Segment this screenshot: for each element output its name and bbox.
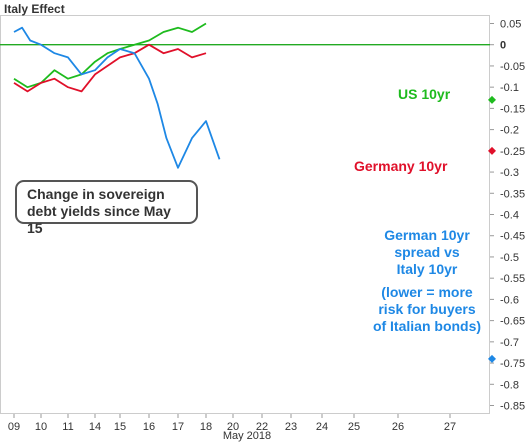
chart-title: Italy Effect <box>4 2 65 16</box>
y-tick-label: -0.6 <box>500 294 519 306</box>
x-tick-label: 16 <box>143 421 155 433</box>
y-tick-label: -0.3 <box>500 167 519 179</box>
y-tick-label: 0.05 <box>500 18 521 30</box>
label-spread-line-3: Italy 10yr <box>396 261 458 277</box>
x-tick-label: 18 <box>200 421 212 433</box>
y-tick-label: -0.7 <box>500 337 519 349</box>
x-tick-label: 22 <box>256 421 268 433</box>
x-tick-label: 26 <box>392 421 404 433</box>
x-tick-label: 20 <box>227 421 239 433</box>
callout-line-2: debt yields since May 15 <box>27 203 171 236</box>
label-spread-line-1: German 10yr <box>384 227 470 243</box>
x-tick-label: 14 <box>89 421 101 433</box>
x-tick-label: 23 <box>285 421 297 433</box>
end-marker-spread <box>488 354 496 363</box>
y-tick-label: -0.25 <box>500 146 525 158</box>
y-tick-label: -0.5 <box>500 252 519 264</box>
y-tick-label: -0.1 <box>500 82 519 94</box>
label-spread-line-6: of Italian bonds) <box>372 318 482 334</box>
x-tick-label: 17 <box>172 421 184 433</box>
x-tick-label: 15 <box>114 421 126 433</box>
label-spread: German 10yr spread vs Italy 10yr (lower … <box>368 227 486 335</box>
series-line-spread <box>13 26 221 169</box>
y-tick-label: -0.45 <box>500 231 525 243</box>
y-tick-label: -0.8 <box>500 379 519 391</box>
x-tick-label: 10 <box>35 421 47 433</box>
end-marker-germany-10yr <box>488 146 496 155</box>
y-tick-label: -0.75 <box>500 358 525 370</box>
x-tick-label: 27 <box>444 421 456 433</box>
label-spread-line-2: spread vs <box>394 244 460 260</box>
y-tick-label: -0.35 <box>500 188 525 200</box>
x-tick-label: 11 <box>62 421 73 433</box>
x-tick-label: 25 <box>348 421 360 433</box>
y-tick-label: -0.85 <box>500 401 525 413</box>
x-tick-label: 09 <box>8 421 20 433</box>
y-tick-label: -0.65 <box>500 316 525 328</box>
series-line-us-10yr <box>13 22 207 89</box>
label-germany-10yr: Germany 10yr <box>354 158 448 174</box>
y-tick-label: -0.2 <box>500 125 519 137</box>
callout-line-1: Change in sovereign <box>27 186 165 202</box>
series-line-germany-10yr <box>13 43 207 93</box>
label-spread-line-5: risk for buyers <box>378 301 476 317</box>
label-spread-line-4: (lower = more <box>381 284 473 300</box>
y-tick-label: -0.05 <box>500 61 525 73</box>
y-tick-label: -0.55 <box>500 273 525 285</box>
x-tick-label: 24 <box>316 421 328 433</box>
end-marker-us-10yr <box>488 95 496 104</box>
y-tick-label: -0.4 <box>500 210 519 222</box>
label-us-10yr: US 10yr <box>398 86 451 102</box>
callout-box: Change in sovereign debt yields since Ma… <box>15 180 198 236</box>
y-tick-label: 0 <box>500 40 506 52</box>
x-axis-label: May 2018 <box>223 430 271 442</box>
y-tick-label: -0.15 <box>500 103 525 115</box>
plot-frame <box>0 15 490 414</box>
